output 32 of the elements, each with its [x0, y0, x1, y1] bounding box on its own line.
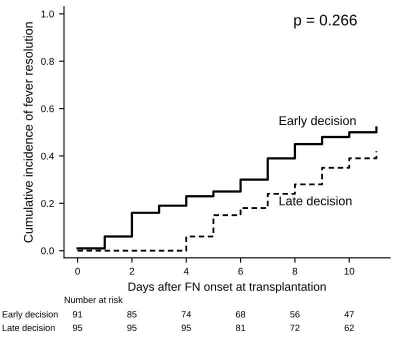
series-label: Late decision — [280, 196, 352, 206]
text: 81 — [236, 324, 246, 331]
text: 95 — [127, 324, 137, 331]
text: 56 — [290, 311, 300, 318]
text: Late decision — [2, 324, 55, 331]
series-label: Early decision — [280, 116, 356, 128]
text: 47 — [344, 311, 354, 318]
text: 62 — [344, 324, 354, 331]
text: 68 — [236, 311, 246, 318]
text: 85 — [127, 311, 137, 318]
x-tick-label: 0 — [75, 268, 80, 275]
text: 74 — [182, 311, 192, 318]
y-tick-label: 0.0 — [41, 247, 54, 254]
y-tick-label: 0.4 — [41, 152, 54, 160]
text: Number at risk — [64, 296, 123, 304]
x-tick-label: 2 — [130, 268, 134, 275]
text: 91 — [72, 311, 82, 318]
y-tick-label: 0.8 — [41, 58, 54, 65]
x-tick-label: 4 — [184, 268, 189, 275]
annotation: p = 0.266 — [294, 14, 357, 29]
y-tick-label: 0.2 — [41, 200, 54, 207]
text: Early decision — [2, 310, 58, 320]
x-axis-title: Days after FN onset at transplantation — [128, 282, 326, 294]
y-axis-title: Cumulative incidence of fever resolution — [24, 22, 33, 242]
y-tick-label: 1.0 — [42, 10, 54, 18]
y-tick-label: 0.6 — [41, 105, 54, 112]
text: 72 — [290, 324, 300, 331]
x-tick-label: 6 — [238, 268, 243, 275]
x-tick-label: 8 — [292, 268, 298, 275]
text: 95 — [182, 324, 191, 331]
text: 95 — [72, 324, 82, 331]
x-tick-label: 10 — [344, 268, 354, 275]
